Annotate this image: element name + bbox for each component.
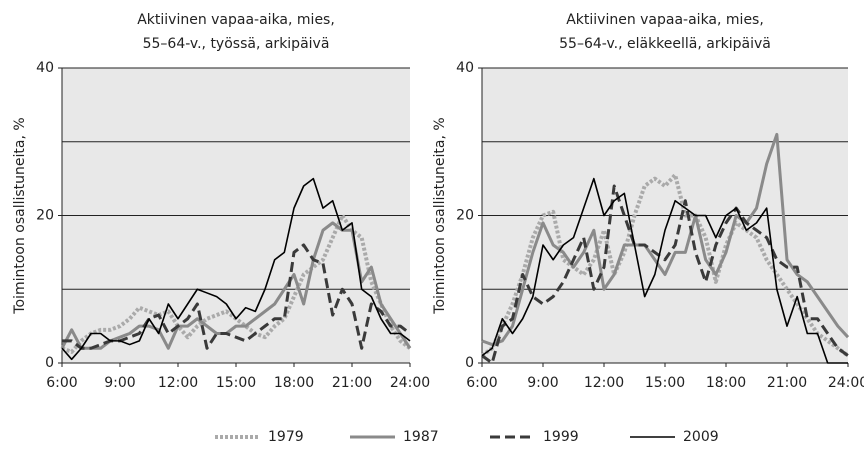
chart-title: 55–64-v., eläkkeellä, arkipäivä	[559, 36, 771, 52]
series-line	[481, 177, 848, 364]
series-line	[481, 184, 849, 365]
x-tick-label: 6:00	[46, 375, 77, 391]
series-line	[60, 221, 412, 350]
legend-label: 1999	[543, 429, 579, 445]
legend-label: 2009	[683, 429, 719, 445]
x-tick-label: 24:00	[828, 375, 864, 391]
x-tick-label: 18:00	[274, 375, 314, 391]
chart-title: 55–64-v., työssä, arkipäivä	[143, 36, 330, 52]
x-tick-label: 15:00	[645, 375, 685, 391]
y-tick-label: 20	[456, 208, 474, 224]
series-line	[61, 177, 411, 361]
legend-label: 1979	[268, 429, 304, 445]
series-line	[481, 132, 850, 347]
x-tick-label: 21:00	[332, 375, 372, 391]
chart-title: Aktiivinen vapaa-aika, mies,	[137, 12, 335, 28]
x-tick-label: 18:00	[706, 375, 746, 391]
y-tick-label: 0	[465, 355, 474, 371]
series-line	[480, 172, 850, 358]
chart-title: Aktiivinen vapaa-aika, mies,	[566, 12, 764, 28]
y-axis-label: Toimintoon osallistuneita, %	[432, 117, 448, 314]
y-tick-label: 0	[45, 355, 54, 371]
y-tick-label: 40	[36, 60, 54, 76]
x-tick-label: 12:00	[584, 375, 624, 391]
y-tick-label: 20	[36, 208, 54, 224]
x-tick-label: 21:00	[767, 375, 807, 391]
x-tick-label: 15:00	[216, 375, 256, 391]
legend-label: 1987	[403, 429, 439, 445]
y-tick-label: 40	[456, 60, 474, 76]
x-tick-label: 12:00	[158, 375, 198, 391]
y-axis-label: Toimintoon osallistuneita, %	[12, 117, 28, 314]
x-tick-label: 6:00	[466, 375, 497, 391]
x-tick-label: 24:00	[390, 375, 430, 391]
x-tick-label: 9:00	[527, 375, 558, 391]
x-tick-label: 9:00	[104, 375, 135, 391]
